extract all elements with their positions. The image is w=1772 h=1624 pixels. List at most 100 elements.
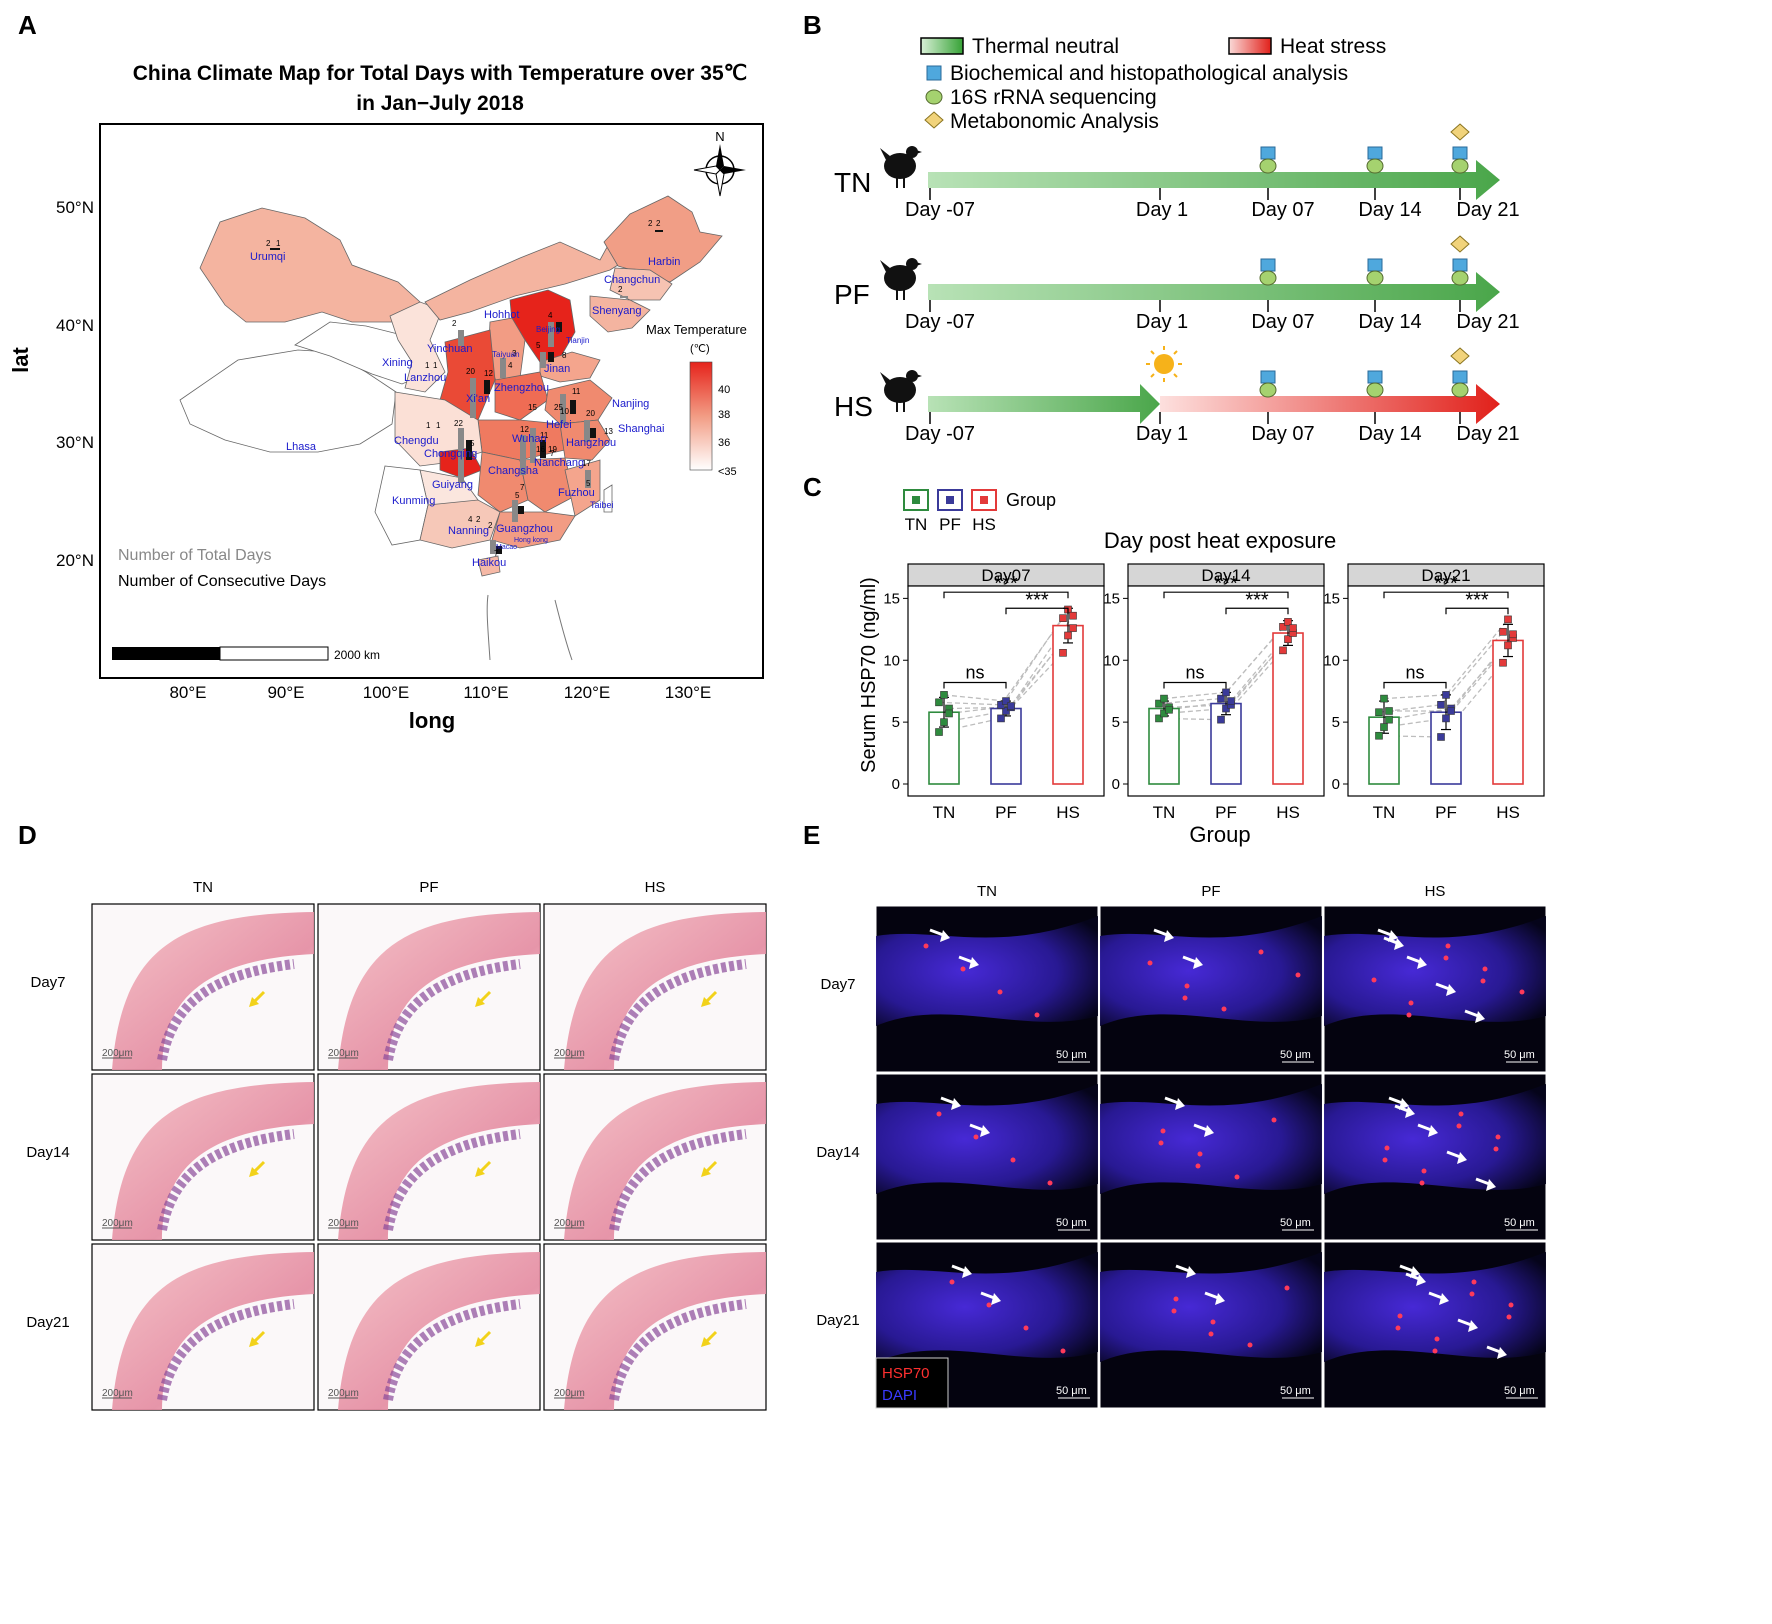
- data-point: [1279, 646, 1287, 655]
- bar-label: 2: [618, 285, 623, 294]
- city-bars: [270, 230, 663, 554]
- villi-layer: [383, 1129, 521, 1231]
- scale-label: 200μm: [554, 1048, 585, 1059]
- chicken-icon: [880, 258, 922, 300]
- yellow-arrow-head-icon: [701, 1337, 711, 1347]
- data-point: [1437, 733, 1445, 741]
- white-arrow-head-icon: [1497, 1347, 1507, 1359]
- xtick-label: HS: [1276, 803, 1300, 822]
- data-point: [1375, 708, 1383, 717]
- hsp70-spot: [1195, 1163, 1201, 1169]
- white-arrow-head-icon: [1417, 957, 1427, 969]
- ytick: 40°N: [56, 316, 94, 335]
- tibet: [179, 349, 397, 453]
- legend-biochem-icon: [926, 65, 942, 81]
- bar-label: 7: [494, 549, 499, 558]
- villi-layer: [383, 1299, 521, 1401]
- rrna-marker-icon: [1366, 270, 1384, 286]
- row-header: Day14: [26, 1144, 69, 1161]
- hsp70-spot: [1382, 1157, 1388, 1163]
- hsp70-spot: [1010, 1157, 1016, 1163]
- white-arrow-head-icon: [962, 1266, 972, 1278]
- bar-label: 2: [648, 219, 653, 228]
- city-label: Tianjin: [566, 336, 589, 345]
- temp-legend-title: Max Temperature: [646, 322, 747, 337]
- data-point: [1217, 694, 1225, 703]
- bar-label: 1: [426, 421, 431, 430]
- scale-label: 200μm: [102, 1388, 133, 1399]
- white-arrow-head-icon: [940, 930, 950, 942]
- map-title-line2: in Jan−July 2018: [356, 92, 524, 115]
- hsp70-spot: [1247, 1342, 1253, 1348]
- paired-line: [938, 652, 1064, 733]
- ytick-label: 5: [1112, 714, 1120, 731]
- biochem-marker-icon: [1452, 146, 1468, 160]
- sig-ns: ns: [1405, 663, 1424, 683]
- day-label: Day 21: [1456, 311, 1519, 333]
- panel-a-map: China Climate Map for Total Days with Te…: [8, 62, 764, 733]
- white-arrow-head-icon: [951, 1098, 961, 1110]
- ytick-label: 15: [883, 590, 900, 607]
- data-point: [940, 691, 948, 699]
- dapi-tissue: [876, 1084, 1098, 1194]
- ytick-label: 10: [883, 652, 900, 669]
- row-header: Day21: [26, 1314, 69, 1331]
- chart-main-title: Day post heat exposure: [1104, 528, 1336, 553]
- south-sea-line: [486, 594, 491, 661]
- data-point: [935, 728, 943, 736]
- legend-tn-label: TN: [905, 515, 928, 534]
- bar-pf: [1210, 702, 1242, 785]
- city-label: Harbin: [648, 256, 680, 268]
- city-label: Beijing: [536, 325, 560, 334]
- bar-label: 2: [488, 521, 493, 530]
- facet-title: Day21: [1421, 566, 1470, 585]
- data-point: [1504, 615, 1512, 624]
- city-label: Taibei: [590, 500, 614, 510]
- xtick-label: PF: [1435, 803, 1457, 822]
- scale-label: 50 μm: [1280, 1049, 1311, 1061]
- hsp70-spot: [997, 989, 1003, 995]
- day-label: Day -07: [905, 311, 975, 333]
- col-header: TN: [977, 883, 997, 900]
- villi-layer: [609, 1299, 747, 1401]
- note-consecutive-days: Number of Consecutive Days: [118, 573, 326, 590]
- data-point: [1442, 714, 1450, 723]
- hsp70-spot: [1406, 1012, 1412, 1018]
- villi-layer: [383, 959, 521, 1061]
- city-label: Urumqi: [250, 251, 285, 263]
- bar-total: [560, 394, 566, 424]
- temp-legend-bar: [689, 361, 713, 471]
- data-point: [1279, 623, 1287, 631]
- ytick-label: 10: [1103, 652, 1120, 669]
- bar-label: 5: [515, 491, 520, 500]
- map-xticks: 80°E 90°E 100°E 110°E 120°E 130°E: [169, 683, 711, 702]
- ytick-label: 5: [892, 714, 900, 731]
- hainan: [477, 555, 501, 577]
- data-point: [1499, 627, 1507, 636]
- paired-line: [948, 615, 1074, 715]
- data-point: [1217, 715, 1225, 724]
- row-group-label: HS: [834, 391, 873, 422]
- bar-label: 4: [468, 515, 473, 524]
- yellow-arrow-head-icon: [701, 997, 711, 1007]
- sig-bracket: [1005, 607, 1069, 615]
- hsp70-spot: [923, 943, 929, 949]
- hsp70-spot: [1495, 1134, 1501, 1140]
- yellow-arrow-head-icon: [249, 1337, 259, 1347]
- dapi-tissue: [1100, 1252, 1322, 1362]
- data-point: [1380, 694, 1388, 703]
- bar-total: [520, 435, 526, 475]
- bar-consec: [270, 248, 280, 250]
- hsp70-spot: [1182, 995, 1188, 1001]
- bar-consec: [518, 506, 524, 514]
- legend-pf-dot: [946, 496, 954, 504]
- legend-heat-swatch: [1228, 37, 1272, 55]
- data-point: [1499, 658, 1507, 667]
- if-image-tile: 50 μm: [875, 1073, 1099, 1241]
- row-header: Day14: [816, 1144, 859, 1161]
- timeline-row-pf: PF Day -07 Day 1 Day 07 Day 14 Day 21: [834, 235, 1520, 333]
- bar-hs: [1052, 624, 1084, 785]
- biochem-marker-icon: [1260, 146, 1276, 160]
- villi-layer: [157, 959, 295, 1061]
- jiangxi: [519, 457, 576, 513]
